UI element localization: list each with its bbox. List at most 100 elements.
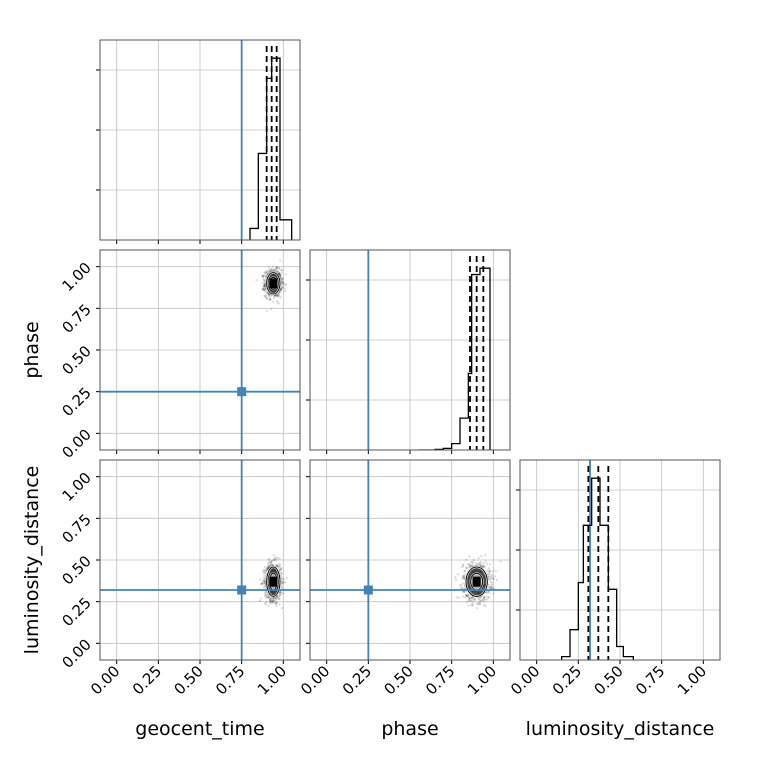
sample-point [482, 600, 485, 603]
sample-point [279, 289, 282, 292]
sample-point [482, 564, 485, 568]
sample-point [483, 598, 487, 601]
sample-point [465, 593, 468, 596]
sample-point [265, 600, 268, 603]
sample-point [272, 295, 276, 298]
sample-point [263, 570, 267, 573]
sample-point [280, 277, 283, 280]
sample-point [465, 601, 468, 604]
sample-point [461, 587, 464, 590]
sample-point [264, 594, 267, 598]
sample-point [482, 596, 486, 599]
sample-point [261, 281, 264, 285]
sample-point [488, 563, 491, 566]
sample-point [279, 287, 283, 291]
sample-point [274, 556, 277, 559]
sample-point [270, 600, 273, 603]
sample-point [267, 561, 271, 564]
sample-point [263, 283, 266, 286]
sample-point [267, 595, 270, 599]
sample-point [454, 576, 457, 579]
sample-point [488, 586, 491, 589]
sample-point [262, 288, 265, 291]
sample-point [463, 590, 466, 593]
sample-point [277, 565, 280, 568]
density-peak [269, 278, 278, 289]
sample-point [272, 300, 275, 303]
contour-outer [266, 566, 281, 597]
sample-point [492, 577, 496, 580]
histogram-step [249, 57, 293, 240]
sample-point [280, 572, 283, 576]
y-axis-label: luminosity_distance [21, 466, 43, 655]
sample-point [272, 599, 275, 602]
y-tick-label: 0.50 [58, 342, 94, 378]
sample-point [472, 562, 475, 565]
sample-point [486, 569, 489, 572]
sample-point [262, 288, 265, 291]
sample-point [266, 566, 270, 569]
y-tick-label: 0.25 [58, 384, 94, 420]
sample-point [265, 270, 268, 273]
sample-point [274, 558, 277, 561]
sample-point [278, 272, 281, 275]
sample-point [461, 565, 464, 569]
sample-point [269, 598, 272, 601]
sample-point [473, 597, 476, 601]
sample-point [267, 557, 270, 560]
sample-point [278, 273, 281, 276]
sample-point [263, 285, 266, 288]
sample-point [480, 598, 483, 602]
sample-point [278, 597, 281, 600]
sample-point [471, 560, 474, 563]
sample-point [263, 284, 266, 288]
sample-point [479, 560, 482, 564]
sample-point [269, 561, 272, 564]
sample-point [264, 596, 268, 599]
sample-point [269, 600, 272, 603]
sample-point [263, 285, 266, 288]
sample-point [484, 560, 487, 563]
sample-point [462, 575, 465, 578]
sample-point [275, 564, 279, 568]
sample-point [467, 604, 470, 607]
sample-point [280, 288, 283, 291]
y-tick-label: 0.00 [58, 425, 94, 461]
panel-phase-histogram [306, 249, 511, 454]
sample-point [278, 557, 281, 560]
sample-point [280, 282, 284, 285]
sample-point [479, 563, 482, 567]
sample-point [268, 599, 272, 602]
sample-point [488, 575, 491, 578]
sample-point [270, 596, 273, 600]
sample-point [270, 268, 273, 271]
sample-point [262, 285, 265, 288]
sample-point [275, 605, 278, 608]
sample-point [265, 294, 268, 297]
sample-point [489, 584, 492, 587]
sample-point [278, 291, 281, 294]
sample-point [281, 278, 284, 281]
panel-geocent_time-vs-luminosity_distance: 0.000.250.500.751.000.00 0.25 0.50 0.75 1.00… [21, 459, 301, 740]
sample-point [268, 299, 271, 302]
sample-point [470, 597, 474, 600]
sample-point [259, 597, 263, 600]
sample-point [255, 279, 258, 282]
sample-point [485, 596, 488, 599]
sample-point [477, 562, 480, 565]
sample-point [269, 295, 272, 298]
sample-point [268, 597, 271, 600]
sample-point [284, 581, 287, 584]
panel-frame [309, 459, 511, 661]
panel-frame [99, 39, 301, 241]
sample-point [263, 279, 266, 282]
histogram-step [418, 267, 491, 450]
sample-point [279, 274, 282, 277]
sample-point [488, 569, 492, 572]
sample-point [281, 285, 284, 288]
sample-point [268, 598, 271, 601]
sample-point [494, 569, 497, 573]
sample-point [487, 572, 491, 575]
sample-point [269, 563, 272, 567]
density-peak [472, 576, 481, 587]
